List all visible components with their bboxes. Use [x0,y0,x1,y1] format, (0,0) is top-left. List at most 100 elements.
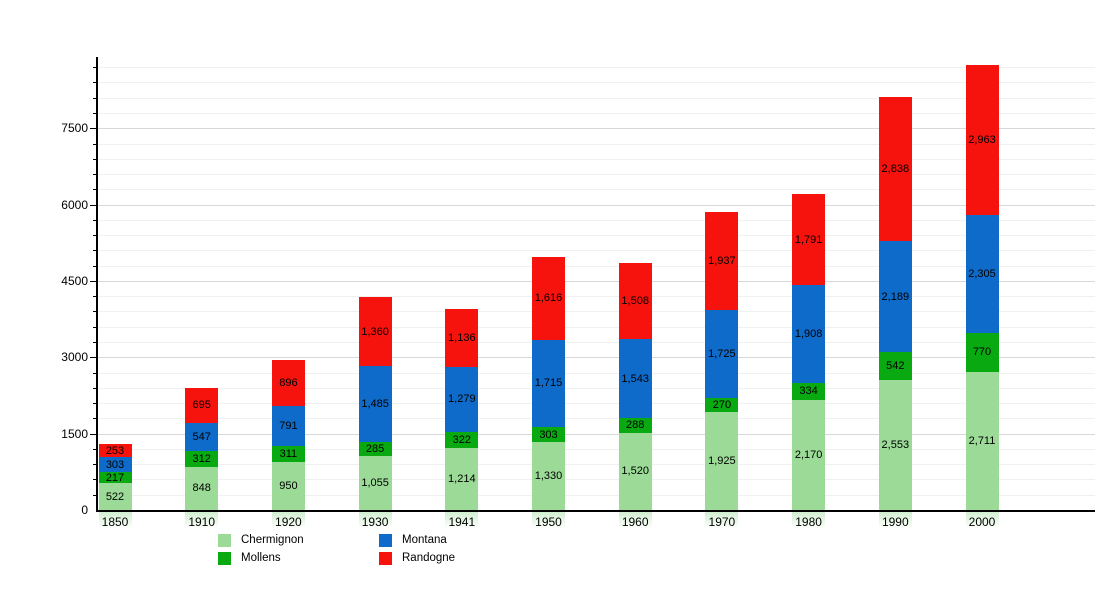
minor-gridline [97,82,1095,84]
bar-segment-montana [792,285,826,383]
legend-label: Randogne [402,551,456,564]
bar-reflection [965,512,999,529]
bar-segment-montana [532,339,565,427]
bar-segment-randogne [792,194,826,286]
bar-segment-chermignon [185,466,219,510]
legend-swatch-montana [379,533,392,547]
bar-segment-randogne [358,296,392,367]
minor-gridline [97,479,1095,481]
bar-reflection [705,512,739,529]
y-axis-tick [93,479,97,481]
y-axis-tick [90,128,97,130]
legend-swatch-randogne [379,551,392,565]
legend-item-mollens: Mollens [218,551,379,565]
bar-segment-chermignon [358,456,392,510]
bar-reflection [878,512,912,529]
x-axis-tick-label: 1960 [621,515,649,529]
x-axis-tick-label: 1850 [101,515,129,529]
legend-swatch-chermignon [218,533,231,547]
y-axis-tick-label: 4500 [61,273,88,288]
bar-reflection [358,512,392,529]
bar-segment-montana [98,456,132,473]
minor-gridline [97,235,1095,237]
y-axis-tick-label: 3000 [61,350,88,365]
bar-segment-montana [878,241,912,353]
bar-segment-mollens [618,417,652,433]
bar-segment-chermignon [618,432,652,510]
legend-swatch-mollens [218,551,231,565]
x-axis-tick-label: 1910 [188,515,216,529]
bar-segment-mollens [358,441,392,457]
y-axis-tick [93,448,97,450]
legend-label: Chermignon [241,533,304,546]
bar-segment-mollens [965,332,999,372]
legend-label: Mollens [241,551,281,564]
y-axis-tick-label: 1500 [61,426,88,441]
y-axis-tick [90,204,97,206]
y-axis-tick [93,494,97,496]
minor-gridline [97,67,1095,69]
y-axis-tick [93,97,97,99]
y-axis-tick [90,280,97,282]
minor-gridline [97,342,1095,344]
minor-gridline [97,219,1095,221]
bar-segment-mollens [705,398,739,412]
bar-reflection [271,512,305,529]
y-axis-tick [93,265,97,267]
legend-label: Montana [402,533,447,546]
bar-segment-montana [358,366,392,442]
bar-segment-mollens [271,445,305,462]
bar-segment-chermignon [532,442,565,510]
bar-segment-randogne [185,387,219,424]
y-axis-tick [93,464,97,466]
bar-segment-randogne [445,308,479,367]
bar-segment-montana [965,215,999,333]
minor-gridline [97,174,1095,176]
bar-segment-montana [445,366,479,432]
y-axis-tick [93,158,97,160]
legend: Chermignon Mollens Montana Randogne [218,531,540,567]
y-axis [96,57,98,512]
bar-reflection [185,512,219,529]
bar-segment-chermignon [965,372,999,510]
major-gridline [97,204,1095,206]
y-axis-tick-label: 0 [81,503,88,517]
minor-gridline [97,418,1095,420]
bar-reflection [792,512,826,529]
y-axis-tick [93,326,97,328]
x-axis-tick-label: 1941 [448,515,476,529]
minor-gridline [97,403,1095,405]
bar-segment-mollens [185,450,219,467]
y-axis-tick [93,235,97,237]
minor-gridline [97,296,1095,298]
bar-segment-randogne [618,262,652,340]
y-axis-tick [93,311,97,313]
bar-segment-mollens [532,426,565,443]
minor-gridline [97,387,1095,389]
y-axis-tick [93,372,97,374]
y-axis-tick [93,189,97,191]
minor-gridline [97,250,1095,252]
minor-gridline [97,326,1095,328]
minor-gridline [97,494,1095,496]
bar-reflection [532,512,565,529]
y-axis-tick [93,219,97,221]
y-axis-tick [93,250,97,252]
bar-segment-mollens [98,472,132,484]
minor-gridline [97,311,1095,313]
minor-gridline [97,97,1095,99]
bar-segment-chermignon [878,380,912,510]
bar-segment-randogne [705,211,739,311]
y-axis-tick [93,403,97,405]
major-gridline [97,357,1095,359]
minor-gridline [97,448,1095,450]
bar-segment-montana [705,310,739,399]
y-axis-tick [90,357,97,359]
x-axis-tick-label: 1950 [535,515,562,529]
y-axis-tick-label: 6000 [61,197,88,212]
bar-segment-chermignon [445,448,479,510]
